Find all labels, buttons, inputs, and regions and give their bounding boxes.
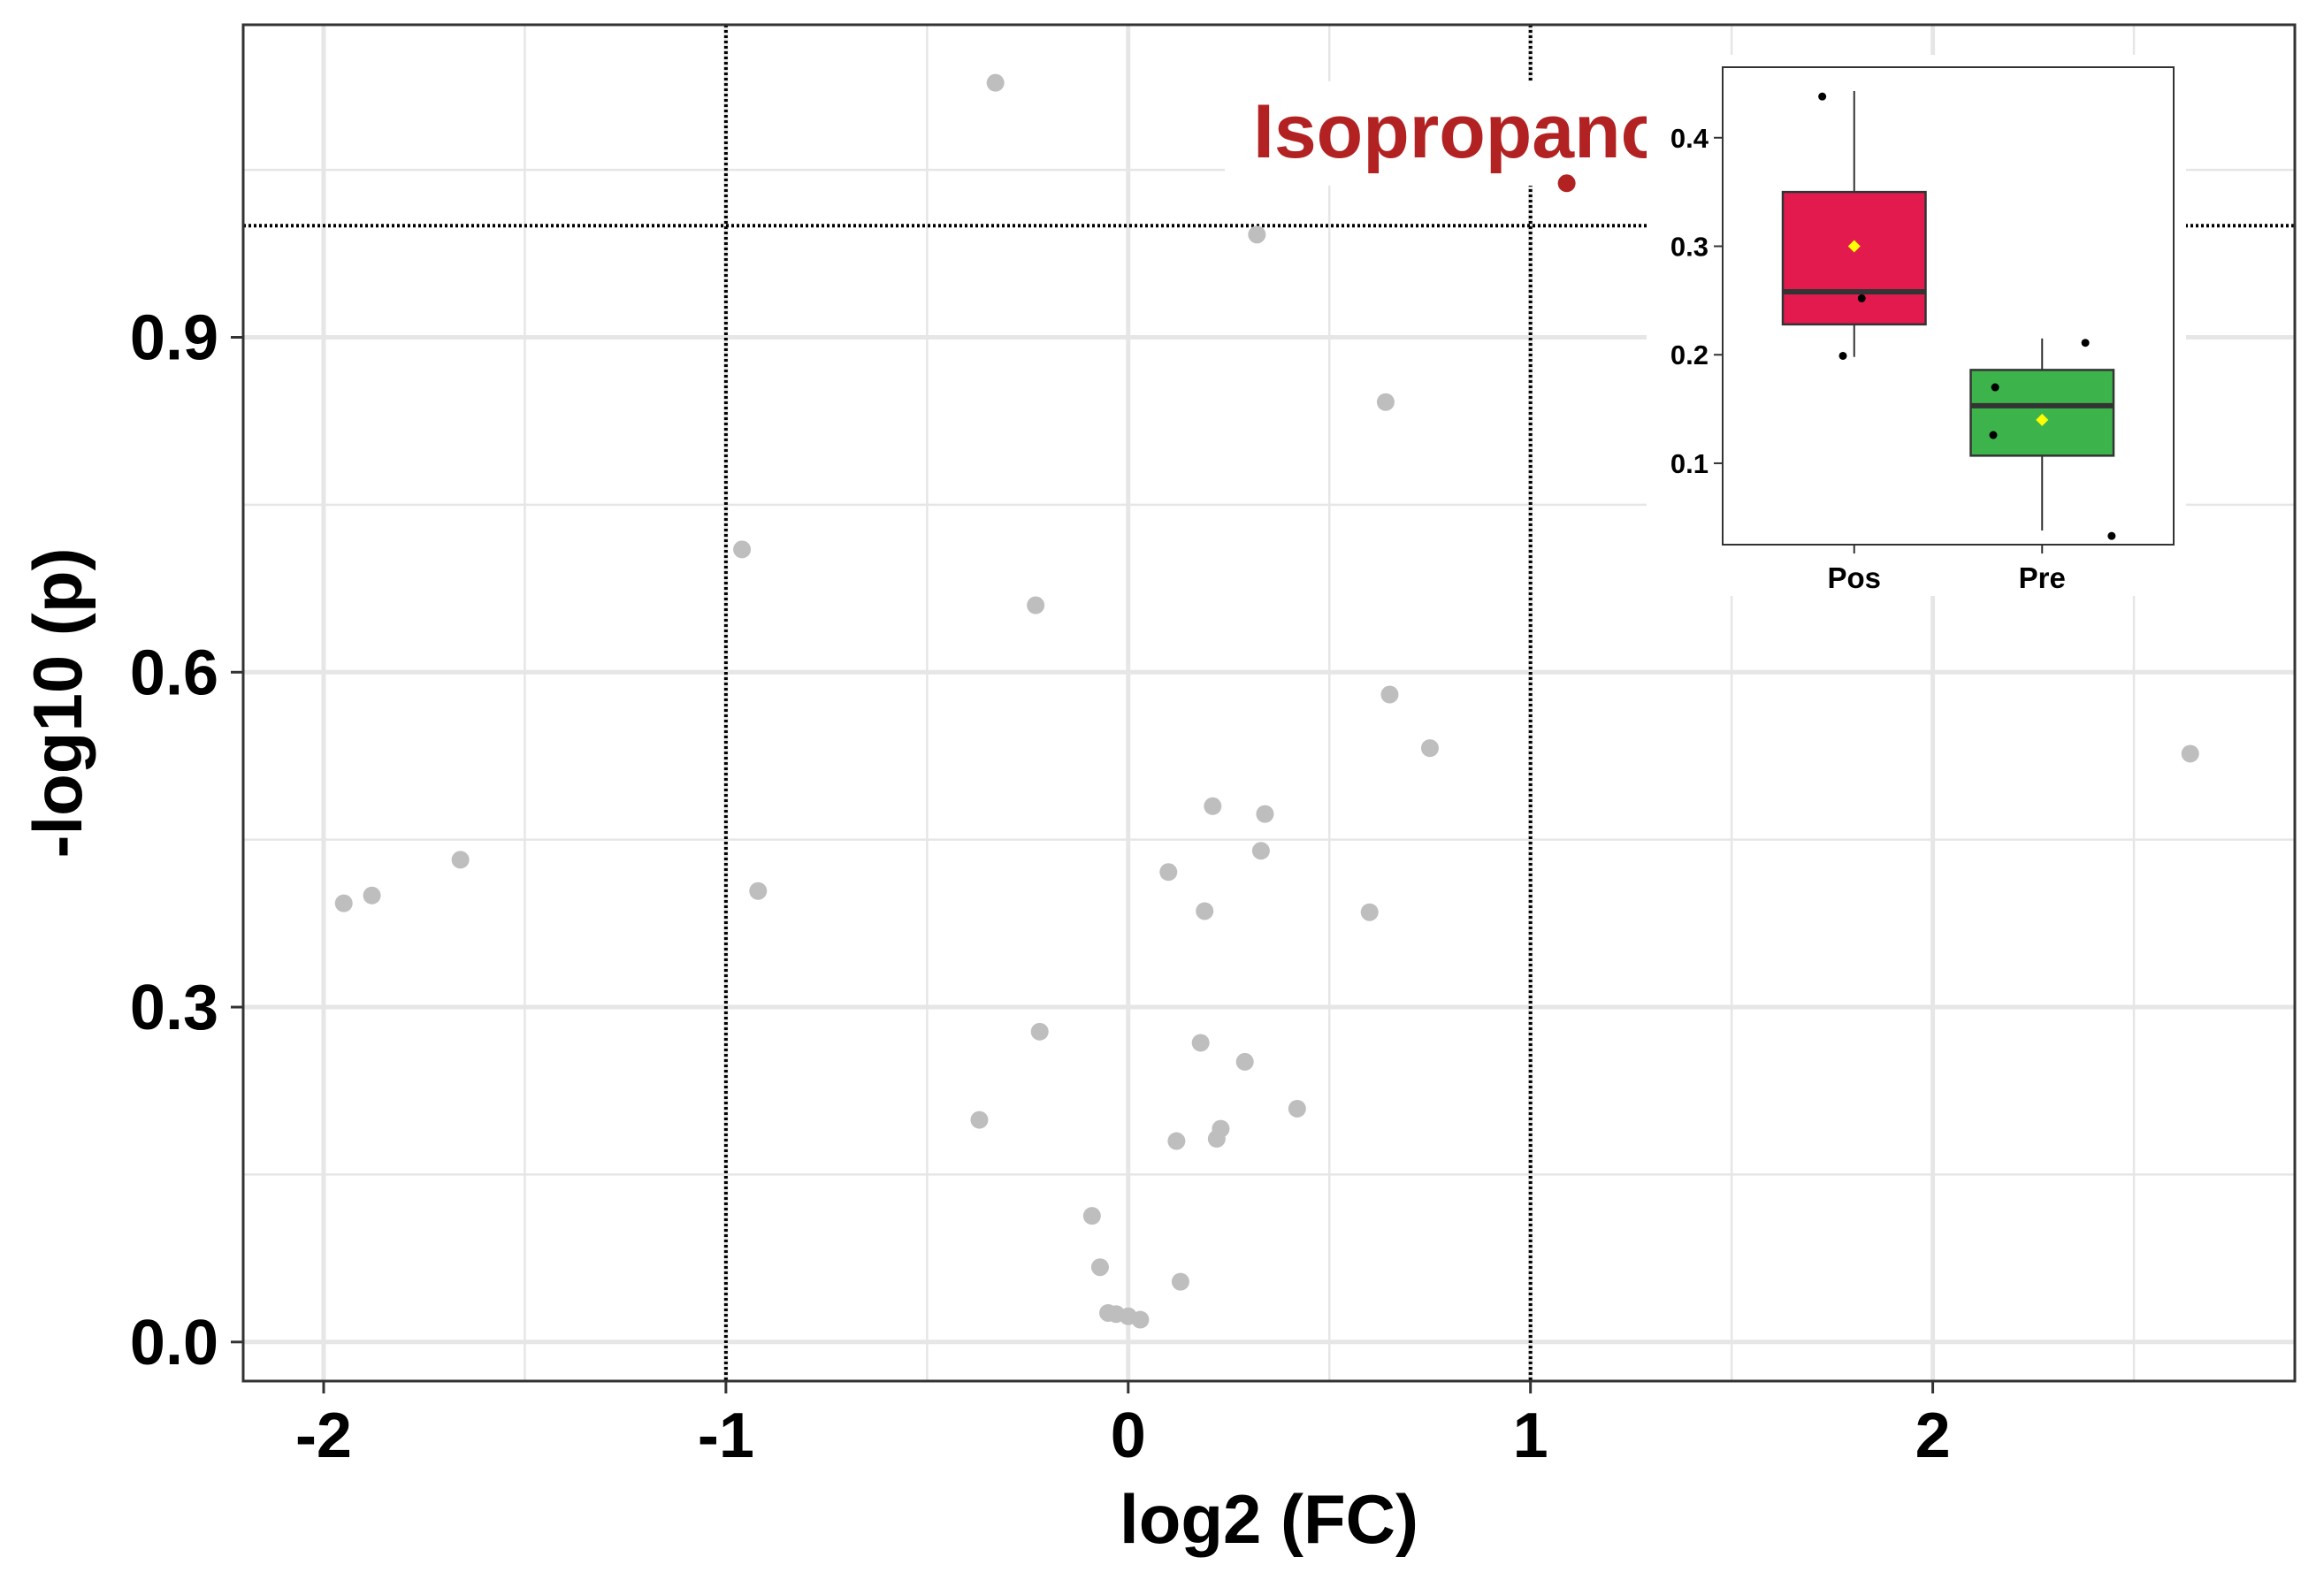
inset-sample-point <box>1991 383 1999 392</box>
y-axis-title: -log10 (p) <box>19 548 96 859</box>
plot-border <box>241 23 2297 1383</box>
data-point <box>1235 1052 1254 1071</box>
inset-boxplot: 0.1 0.2 0.3 0.4 Pos Pre <box>1647 55 2186 596</box>
inset-sample-point <box>1989 431 1998 439</box>
data-point <box>1288 1099 1306 1118</box>
data-point <box>334 894 353 912</box>
inset-box-pre <box>1969 369 2115 457</box>
inset-y-tick-label: 0.1 <box>1670 448 1709 479</box>
data-point <box>733 540 752 559</box>
x-tick-label: 2 <box>1915 1401 1951 1471</box>
inset-y-tick-label: 0.4 <box>1670 123 1709 154</box>
x-axis-ticks: -2 -1 0 1 2 <box>295 1381 1951 1471</box>
inset-sample-point <box>1818 92 1827 101</box>
data-point <box>1167 1132 1186 1150</box>
y-tick-label: 0.3 <box>130 973 218 1043</box>
x-tick-label: -1 <box>698 1401 754 1471</box>
inset-frame <box>1722 66 2175 546</box>
data-point <box>451 851 470 869</box>
x-tick-label: 0 <box>1111 1401 1146 1471</box>
data-point <box>1171 1272 1189 1291</box>
inset-mean-marker <box>2036 413 2049 426</box>
data-point <box>1380 685 1399 704</box>
y-tick-label: 0.6 <box>130 637 218 708</box>
annotation-label-background <box>1225 81 1716 186</box>
data-point <box>1360 903 1379 921</box>
data-point <box>1251 842 1270 860</box>
inset-mean-marker <box>1847 240 1861 253</box>
data-point <box>1027 596 1045 614</box>
data-point <box>1376 393 1395 411</box>
inset-x-tick-label: Pre <box>2019 561 2066 594</box>
data-point <box>1196 902 1214 920</box>
data-points <box>334 73 2199 1329</box>
data-point <box>363 886 381 904</box>
data-point <box>1256 805 1274 823</box>
data-point <box>1212 1119 1230 1138</box>
inset-sample-point <box>1839 351 1847 360</box>
x-tick-label: -2 <box>295 1401 352 1471</box>
inset-boxes <box>1781 91 2116 540</box>
annotation-label-isopropanol: Isopropanol <box>1253 89 1688 174</box>
inset-x-tick-label: Pos <box>1827 561 1881 594</box>
highlight-point-isopropanol <box>1557 174 1576 193</box>
inset-sample-point <box>1857 294 1866 302</box>
y-axis-ticks: 0.0 0.3 0.6 0.9 <box>130 303 243 1378</box>
highlight-annotation: Isopropanol <box>1225 81 1716 193</box>
y-tick-label: 0.9 <box>130 303 218 374</box>
data-point <box>986 73 1005 92</box>
inset-x-axis-ticks: Pos Pre <box>1827 545 2066 594</box>
data-point <box>1204 797 1222 815</box>
inset-sample-point <box>2107 531 2116 540</box>
data-point <box>1030 1022 1049 1041</box>
data-point <box>970 1111 989 1129</box>
data-point <box>1159 863 1178 882</box>
inset-box-pos <box>1781 190 1927 326</box>
data-point <box>1131 1310 1150 1329</box>
inset-y-tick-label: 0.3 <box>1670 232 1709 263</box>
data-point <box>1420 739 1439 758</box>
y-tick-label: 0.0 <box>130 1308 218 1378</box>
data-point <box>1191 1034 1210 1052</box>
data-point <box>1082 1207 1101 1225</box>
inset-sample-point <box>2081 339 2090 347</box>
data-point <box>1248 225 1266 244</box>
data-point <box>1090 1258 1109 1277</box>
data-point <box>2181 744 2199 763</box>
inset-y-axis-ticks: 0.1 0.2 0.3 0.4 <box>1670 123 1723 479</box>
x-axis-title: log2 (FC) <box>1120 1480 1418 1558</box>
inset-y-tick-label: 0.2 <box>1670 340 1709 370</box>
data-point <box>749 882 768 900</box>
x-tick-label: 1 <box>1513 1401 1548 1471</box>
